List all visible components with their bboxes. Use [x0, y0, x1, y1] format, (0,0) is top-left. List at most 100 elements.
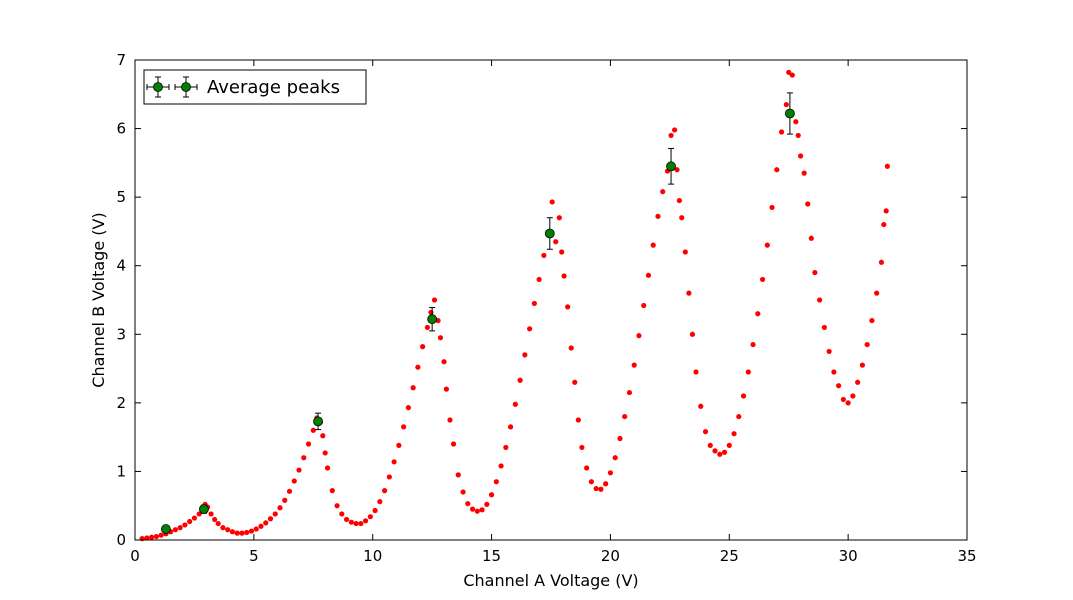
- raw-data-point: [840, 396, 846, 403]
- raw-data-point: [367, 514, 373, 520]
- raw-data-point: [187, 518, 193, 525]
- raw-data-point: [717, 451, 723, 457]
- raw-data-point: [229, 529, 236, 535]
- raw-data-point: [253, 526, 259, 532]
- raw-data-point: [391, 459, 397, 465]
- raw-data-point: [878, 259, 885, 265]
- raw-data-point: [358, 520, 364, 527]
- raw-data-point: [479, 507, 485, 513]
- raw-data-point: [556, 215, 562, 221]
- x-tick-label: 30: [839, 547, 858, 565]
- raw-data-point: [424, 324, 430, 331]
- raw-data-point: [769, 204, 775, 211]
- raw-data-point: [617, 435, 623, 442]
- raw-data-point: [177, 525, 183, 531]
- raw-data-point: [764, 242, 770, 248]
- raw-data-point: [869, 317, 875, 324]
- raw-data-point: [263, 520, 269, 526]
- raw-data-point: [282, 497, 288, 503]
- raw-data-point: [607, 470, 614, 476]
- y-axis-label: Channel B Voltage (V): [89, 212, 108, 387]
- raw-data-point: [196, 511, 202, 517]
- raw-data-point: [801, 170, 807, 176]
- raw-data-point: [531, 300, 537, 307]
- raw-data-point: [465, 501, 471, 507]
- raw-data-point: [334, 503, 340, 509]
- y-tick-label: 7: [116, 51, 126, 69]
- average-peak-point: [666, 147, 676, 185]
- raw-data-point: [158, 532, 164, 538]
- raw-data-point: [693, 369, 699, 375]
- raw-data-point: [793, 119, 799, 125]
- raw-data-point: [603, 481, 609, 487]
- raw-data-point: [836, 383, 842, 389]
- raw-data-point: [244, 529, 250, 536]
- raw-data-point: [864, 341, 870, 348]
- raw-data-point: [296, 467, 302, 473]
- raw-data-point: [455, 472, 461, 478]
- raw-data-point: [874, 290, 880, 296]
- y-axis: 0 1 2 3 4 5 6 7: [116, 51, 967, 549]
- raw-data-point: [362, 518, 369, 524]
- raw-data-point: [774, 167, 780, 173]
- raw-data-point: [588, 479, 595, 485]
- raw-data-point: [239, 530, 245, 536]
- x-tick-label: 20: [601, 547, 620, 565]
- x-tick-label: 10: [363, 547, 382, 565]
- raw-data-point: [225, 527, 231, 533]
- raw-data-point: [745, 369, 751, 375]
- y-tick-label: 5: [116, 188, 126, 206]
- raw-data-point: [676, 197, 682, 204]
- raw-data-point: [826, 348, 832, 355]
- raw-data-point: [759, 276, 766, 283]
- raw-data-point: [707, 442, 713, 448]
- raw-data-point: [672, 127, 678, 133]
- x-tick-label: 35: [957, 547, 976, 565]
- raw-data-point: [517, 377, 523, 383]
- raw-data-point: [527, 326, 533, 332]
- raw-data-point: [382, 488, 388, 494]
- raw-data-point: [405, 405, 411, 411]
- y-tick-label: 3: [116, 325, 126, 343]
- raw-data-point: [778, 129, 785, 135]
- raw-data-point: [291, 478, 297, 484]
- raw-data-point: [636, 333, 642, 339]
- raw-data-point: [622, 413, 628, 420]
- raw-data-point: [568, 345, 574, 351]
- raw-data-point: [144, 535, 150, 541]
- raw-data-point: [431, 297, 438, 303]
- raw-data-point: [750, 341, 756, 348]
- raw-data-point: [650, 242, 656, 248]
- raw-data-point: [248, 528, 255, 534]
- raw-data-point: [798, 153, 804, 159]
- raw-data-point: [272, 511, 278, 517]
- raw-data-point: [441, 359, 447, 365]
- average-peak-point: [313, 412, 323, 431]
- raw-data-point: [153, 533, 159, 540]
- raw-data-point: [172, 527, 179, 533]
- raw-data-point: [593, 485, 599, 492]
- raw-data-point: [783, 101, 789, 108]
- raw-data-point: [401, 424, 407, 430]
- raw-data-point: [149, 534, 155, 540]
- raw-data-point: [212, 516, 218, 523]
- raw-data-point: [536, 276, 542, 283]
- raw-data-point: [447, 417, 453, 423]
- raw-data-point: [726, 442, 732, 448]
- y-tick-label: 4: [116, 257, 126, 275]
- x-tick-label: 5: [249, 547, 259, 565]
- raw-data-point: [498, 463, 504, 469]
- raw-data-point: [736, 413, 742, 420]
- raw-data-point: [674, 167, 680, 173]
- raw-data-point: [755, 311, 761, 317]
- raw-data-point: [579, 444, 585, 451]
- average-peak-point: [785, 92, 795, 135]
- raw-data-point: [208, 511, 214, 517]
- x-tick-label: 0: [130, 547, 140, 565]
- raw-data-point: [286, 488, 293, 494]
- raw-data-point: [474, 508, 480, 514]
- raw-data-point: [883, 208, 889, 214]
- raw-data-point: [322, 450, 328, 456]
- y-tick-label: 0: [116, 531, 126, 549]
